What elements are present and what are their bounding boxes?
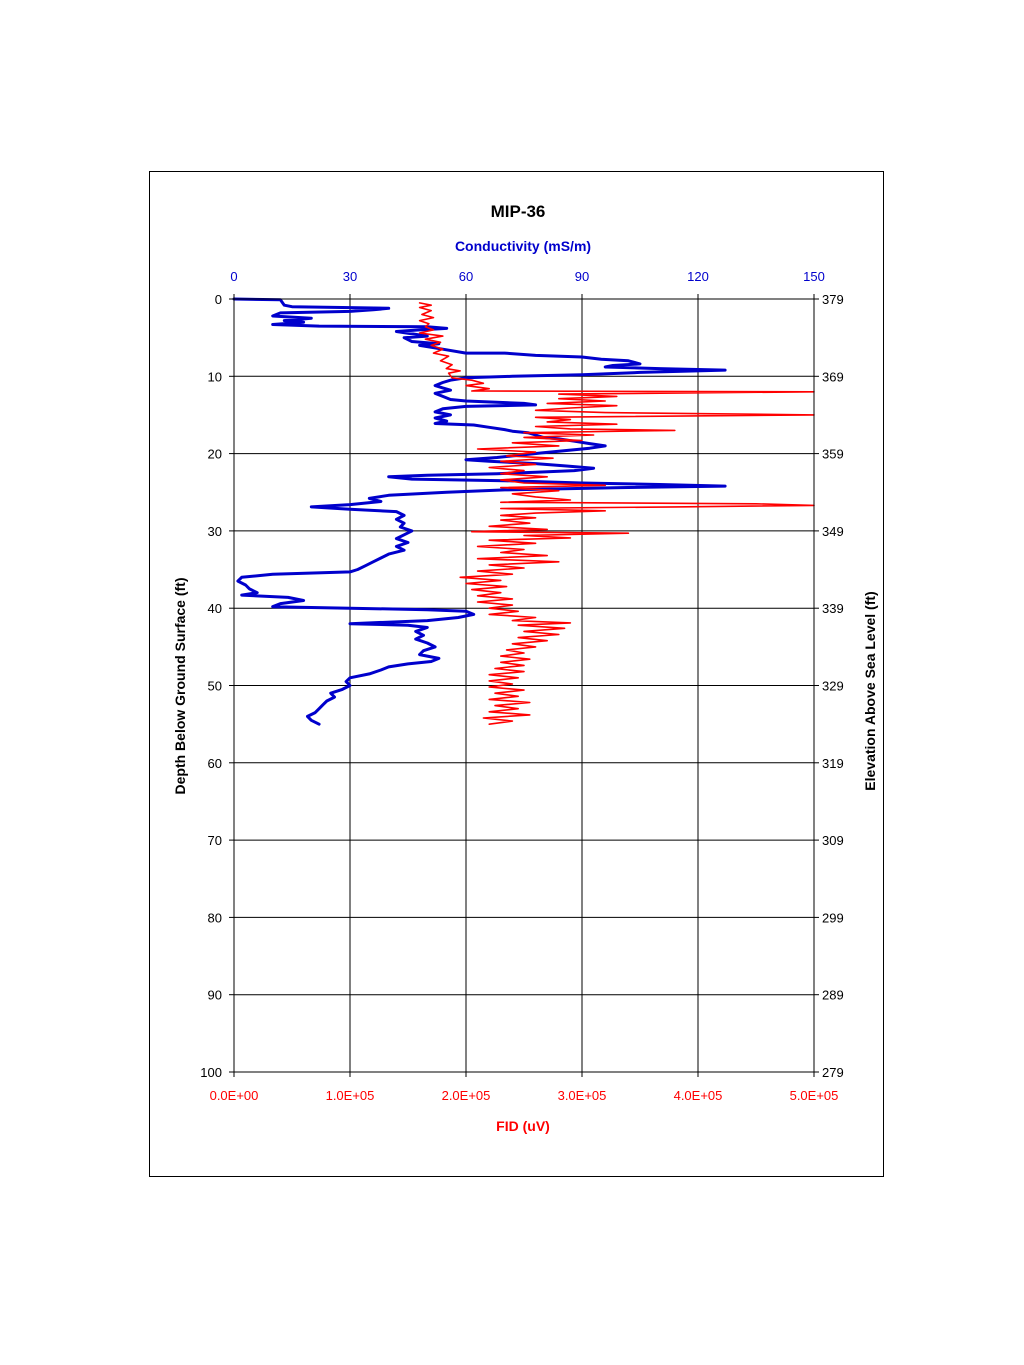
bottom-tick-label: 3.0E+05 xyxy=(558,1088,607,1103)
right-tick-label: 369 xyxy=(822,369,844,384)
right-tick-label: 339 xyxy=(822,601,844,616)
right-tick-label: 359 xyxy=(822,447,844,462)
fid-series-line xyxy=(418,302,815,726)
top-axis-label: Conductivity (mS/m) xyxy=(455,238,591,254)
top-tick-label: 150 xyxy=(803,269,825,284)
left-tick-label: 10 xyxy=(208,369,222,384)
bottom-tick-label: 5.0E+05 xyxy=(790,1088,839,1103)
right-tick-label: 349 xyxy=(822,524,844,539)
top-tick-label: 0 xyxy=(230,269,237,284)
left-tick-label: 40 xyxy=(208,601,222,616)
top-tick-label: 120 xyxy=(687,269,709,284)
chart-title: MIP-36 xyxy=(491,202,546,221)
left-tick-label: 20 xyxy=(208,447,222,462)
left-axis-label: Depth Below Ground Surface (ft) xyxy=(172,578,188,795)
right-tick-label: 299 xyxy=(822,910,844,925)
right-axis-label: Elevation Above Sea Level (ft) xyxy=(862,591,878,790)
bottom-tick-label: 0.0E+00 xyxy=(210,1088,259,1103)
chart-frame: MIP-36 Conductivity (mS/m) FID (uV) Dept… xyxy=(149,171,884,1177)
chart-svg: MIP-36 Conductivity (mS/m) FID (uV) Dept… xyxy=(172,202,878,1134)
right-tick-label: 379 xyxy=(822,292,844,307)
bottom-tick-label: 1.0E+05 xyxy=(326,1088,375,1103)
series-layer xyxy=(232,297,815,726)
right-tick-label: 329 xyxy=(822,679,844,694)
top-tick-label: 30 xyxy=(343,269,357,284)
left-tick-label: 50 xyxy=(208,679,222,694)
left-tick-label: 70 xyxy=(208,833,222,848)
left-tick-label: 80 xyxy=(208,910,222,925)
left-tick-label: 0 xyxy=(215,292,222,307)
bottom-axis-label: FID (uV) xyxy=(496,1118,550,1134)
top-tick-label: 90 xyxy=(575,269,589,284)
bottom-tick-label: 2.0E+05 xyxy=(442,1088,491,1103)
left-tick-label: 100 xyxy=(200,1065,222,1080)
right-tick-label: 289 xyxy=(822,988,844,1003)
bottom-tick-label: 4.0E+05 xyxy=(674,1088,723,1103)
left-tick-label: 60 xyxy=(208,756,222,771)
left-tick-label: 90 xyxy=(208,988,222,1003)
top-tick-label: 60 xyxy=(459,269,473,284)
right-tick-label: 319 xyxy=(822,756,844,771)
conductivity-series-line xyxy=(232,297,727,726)
right-tick-label: 309 xyxy=(822,833,844,848)
tick-layer: 0 379 10 369 20 359 30 349 40 339 50 329 60 319 70 309 8… xyxy=(200,269,843,1103)
left-tick-label: 30 xyxy=(208,524,222,539)
right-tick-label: 279 xyxy=(822,1065,844,1080)
grid-layer xyxy=(234,299,814,1072)
plot-border xyxy=(233,298,815,1073)
